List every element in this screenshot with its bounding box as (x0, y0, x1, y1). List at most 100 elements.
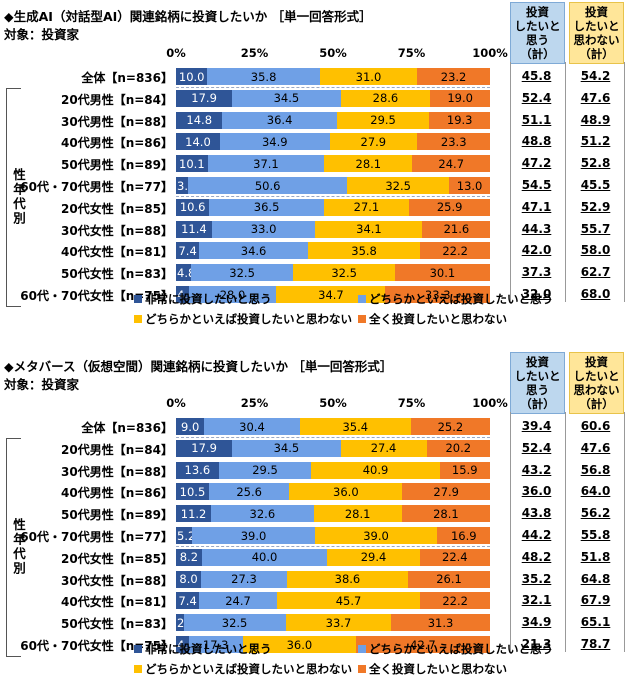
bar-segment: 27.9 (329, 133, 418, 151)
data-label: 31.3 (427, 615, 454, 630)
bar-segment: 30.1 (395, 264, 490, 282)
bar-segment: 27.9 (402, 483, 490, 501)
data-label: 34.1 (356, 222, 382, 237)
legend-swatch (358, 315, 366, 323)
data-label: 13.0 (456, 178, 483, 193)
summary-value: 65.1 (580, 615, 611, 630)
data-label: 28.1 (355, 156, 382, 171)
group-label: 性年代別 (9, 518, 28, 577)
data-label: 10.5 (179, 484, 206, 499)
bar-segment: 26.1 (408, 570, 490, 588)
bar-segment: 29.5 (336, 111, 430, 129)
legend-label: どちらかといえば投資したいと思う (369, 642, 553, 656)
summary-value: 43.8 (521, 506, 552, 521)
category-label: 60代・70代男性【n=77】 (20, 530, 173, 544)
summary-column-border (624, 412, 625, 652)
bar-segment: 32.5 (293, 264, 396, 282)
data-label: 38.6 (334, 572, 361, 587)
bar-segment: 24.7 (199, 592, 277, 610)
bar-segment: 32.5 (347, 177, 450, 194)
data-label: 29.4 (360, 550, 387, 565)
data-label: 4.8 (177, 265, 196, 280)
category-label: 40代男性【n=86】 (61, 486, 173, 501)
data-label: 28.6 (372, 91, 399, 106)
summary-value: 51.1 (521, 112, 552, 127)
summary-value: 39.4 (521, 419, 552, 433)
category-label: 30代女性【n=88】 (61, 573, 173, 588)
bar-segment: 25.9 (408, 198, 491, 216)
bar-segment: 10.5 (176, 483, 209, 501)
legend-swatch (358, 645, 366, 653)
bar-segment: 28.1 (313, 505, 402, 523)
bar-segment: 33.0 (211, 220, 316, 238)
data-label: 22.2 (442, 243, 468, 258)
data-label: 13.6 (184, 463, 211, 478)
data-label: 22.4 (442, 550, 468, 565)
chart-panel-generative-ai: ◆生成AI（対話型AI）関連銘柄に投資したいか ［単一回答形式］ 対象：投資家 0%… (4, 2, 625, 327)
data-label: 35.8 (351, 243, 377, 258)
summary-value: 36.0 (521, 484, 552, 499)
bar-segment: 27.3 (201, 570, 287, 588)
data-label: 28.1 (433, 506, 459, 521)
bar-segment: 8.0 (176, 570, 202, 588)
data-label: 32.6 (249, 506, 276, 521)
x-tick-label: 75% (397, 396, 426, 410)
legend-swatch (134, 645, 142, 653)
category-label: 50代男性【n=89】 (61, 508, 173, 523)
data-label: 32.5 (221, 615, 248, 630)
summary-value: 64.0 (580, 484, 611, 499)
data-label: 35.4 (342, 419, 369, 434)
category-label: 20代男性【n=84】 (61, 92, 173, 107)
data-label: 36.5 (253, 200, 280, 215)
legend-label: 全く投資したいと思わない (369, 312, 507, 326)
bar-segment: 20.2 (426, 439, 490, 457)
summary-value: 52.4 (521, 90, 552, 105)
summary-column-border (565, 412, 566, 652)
data-label: 29.5 (252, 463, 278, 478)
bar-segment: 32.5 (183, 614, 286, 632)
category-label: 40代女性【n=81】 (61, 245, 173, 260)
bar-segment: 31.3 (391, 614, 490, 632)
summary-header-line: したいと (514, 369, 561, 383)
data-label: 50.6 (254, 178, 281, 193)
bar-segment: 27.1 (323, 198, 409, 216)
summary-header-line: 思わない (573, 33, 620, 47)
x-tick-label: 0% (166, 396, 186, 410)
data-label: 27.3 (231, 572, 257, 587)
data-label: 26.1 (436, 572, 462, 587)
data-label: 39.0 (363, 528, 389, 543)
data-label: 17.3 (202, 637, 229, 652)
bar-segment: 37.1 (207, 155, 325, 173)
category-label: 50代女性【n=83】 (61, 267, 173, 282)
bar-segment: 10.6 (176, 198, 210, 216)
summary-value: 42.0 (521, 243, 552, 258)
data-label: 16.9 (450, 528, 477, 543)
data-label: 34.6 (240, 243, 267, 258)
legend-item: どちらかといえば投資したいと思わない (134, 661, 352, 677)
bar-segment: 17.9 (176, 89, 233, 107)
legend-swatch (134, 315, 142, 323)
data-label: 22.2 (442, 593, 468, 608)
x-tick-label: 25% (240, 396, 269, 410)
bar-segment: 39.0 (192, 527, 315, 544)
data-label: 10.6 (179, 200, 206, 215)
summary-value: 45.5 (580, 178, 611, 192)
summary-column-border (624, 62, 625, 302)
legend-item: どちらかといえば投資したいと思う (358, 291, 553, 307)
legend-label: どちらかといえば投資したいと思う (369, 292, 553, 306)
bar-segment: 8.2 (176, 548, 202, 566)
summary-value: 47.1 (521, 199, 552, 214)
data-label: 27.1 (353, 200, 380, 215)
data-label: 25.2 (437, 419, 464, 434)
summary-value: 51.8 (580, 549, 611, 564)
row-divider (176, 196, 490, 198)
summary-value: 78.7 (580, 637, 611, 651)
bar-segment: 28.1 (324, 155, 413, 173)
data-label: 30.4 (239, 419, 265, 434)
group-bracket (6, 87, 21, 307)
data-label: 17.9 (191, 91, 217, 106)
summary-header-line: 投資 (585, 5, 608, 19)
legend-item: どちらかといえば投資したいと思わない (134, 311, 352, 327)
data-label: 34.9 (261, 134, 288, 149)
summary-value: 52.9 (580, 199, 611, 214)
